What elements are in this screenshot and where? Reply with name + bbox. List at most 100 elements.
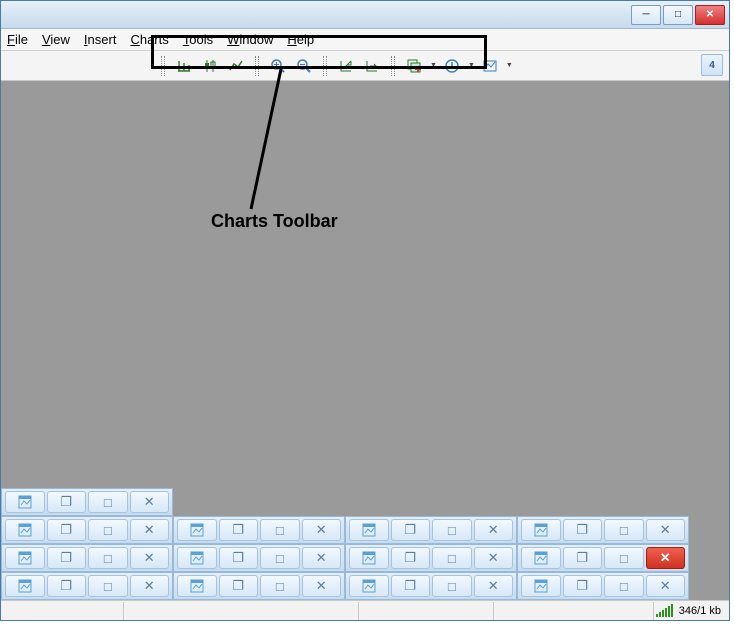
close-button[interactable]: ✕ — [302, 547, 342, 569]
maximize-button[interactable]: □ — [432, 519, 472, 541]
maximize-button[interactable]: □ — [604, 575, 644, 597]
close-button[interactable]: ✕ — [302, 575, 342, 597]
maximize-button[interactable]: □ — [260, 547, 300, 569]
navigator-badge[interactable]: 4 — [701, 54, 723, 76]
toolbar-row: ▼ ▼ ▼ 4 — [1, 51, 729, 81]
maximize-button[interactable]: □ — [260, 519, 300, 541]
close-button[interactable]: ✕ — [646, 547, 686, 569]
bar-chart-icon — [176, 58, 192, 74]
toolbar-grip[interactable] — [161, 56, 165, 76]
close-button[interactable]: ✕ — [130, 519, 170, 541]
maximize-button[interactable]: □ — [260, 575, 300, 597]
minimized-window: ❐□✕ — [173, 572, 345, 600]
window-icon[interactable] — [177, 575, 217, 597]
close-button[interactable]: ✕ — [474, 519, 514, 541]
maximize-button[interactable]: □ — [432, 547, 472, 569]
close-button[interactable]: ✕ — [302, 519, 342, 541]
workspace: ❐□✕❐□✕❐□✕❐□✕❐□✕❐□✕❐□✕❐□✕❐□✕❐□✕❐□✕❐□✕❐□✕ — [1, 81, 729, 600]
minimize-button[interactable]: ─ — [631, 5, 661, 25]
minimized-window: ❐□✕ — [1, 488, 173, 516]
chevron-down-icon[interactable]: ▼ — [506, 62, 513, 69]
maximize-button[interactable]: □ — [432, 575, 472, 597]
periodicity-button[interactable] — [441, 55, 463, 77]
minimized-window: ❐□✕ — [517, 516, 689, 544]
candlestick-button[interactable] — [199, 55, 221, 77]
close-button[interactable]: ✕ — [646, 575, 686, 597]
bar-chart-button[interactable] — [173, 55, 195, 77]
restore-button[interactable]: ❐ — [47, 575, 87, 597]
window-icon[interactable] — [5, 547, 45, 569]
templates-icon — [482, 58, 498, 74]
window-icon[interactable] — [349, 575, 389, 597]
candlestick-icon — [202, 58, 218, 74]
statusbar: 346/1 kb — [1, 600, 729, 620]
minimized-window: ❐□✕ — [345, 572, 517, 600]
close-button[interactable]: ✕ — [130, 547, 170, 569]
window-icon[interactable] — [5, 519, 45, 541]
line-chart-button[interactable] — [225, 55, 247, 77]
maximize-button[interactable]: □ — [88, 547, 128, 569]
close-button[interactable]: ✕ — [130, 575, 170, 597]
menu-tools[interactable]: Tools — [183, 32, 213, 47]
restore-button[interactable]: ❐ — [47, 547, 87, 569]
window-icon[interactable] — [521, 519, 561, 541]
restore-button[interactable]: ❐ — [563, 575, 603, 597]
chart-shift-button[interactable] — [361, 55, 383, 77]
window-icon[interactable] — [177, 547, 217, 569]
maximize-button[interactable]: □ — [88, 575, 128, 597]
zoom-out-button[interactable] — [293, 55, 315, 77]
menu-window[interactable]: Window — [227, 32, 273, 47]
close-button[interactable]: ✕ — [474, 547, 514, 569]
line-chart-icon — [228, 58, 244, 74]
minimized-windows-area: ❐□✕❐□✕❐□✕❐□✕❐□✕❐□✕❐□✕❐□✕❐□✕❐□✕❐□✕❐□✕❐□✕ — [1, 488, 729, 600]
connection-signal-icon — [656, 604, 673, 617]
titlebar: ─ □ ✕ — [1, 1, 729, 29]
menu-insert[interactable]: Insert — [84, 32, 117, 47]
restore-button[interactable]: ❐ — [563, 547, 603, 569]
restore-button[interactable]: ❐ — [391, 519, 431, 541]
maximize-button[interactable]: □ — [88, 519, 128, 541]
restore-button[interactable]: ❐ — [391, 575, 431, 597]
toolbar-grip[interactable] — [323, 56, 327, 76]
maximize-button[interactable]: □ — [663, 5, 693, 25]
window-icon[interactable] — [177, 519, 217, 541]
close-button[interactable]: ✕ — [474, 575, 514, 597]
maximize-button[interactable]: □ — [604, 547, 644, 569]
window-icon[interactable] — [521, 547, 561, 569]
close-button[interactable]: ✕ — [695, 5, 725, 25]
minimized-window: ❐□✕ — [345, 544, 517, 572]
menubar: File View Insert Charts Tools Window Hel… — [1, 29, 729, 51]
window-icon[interactable] — [349, 519, 389, 541]
indicators-button[interactable] — [403, 55, 425, 77]
auto-scroll-button[interactable] — [335, 55, 357, 77]
maximize-button[interactable]: □ — [604, 519, 644, 541]
restore-button[interactable]: ❐ — [219, 547, 259, 569]
close-button[interactable]: ✕ — [130, 491, 170, 513]
zoom-out-icon — [296, 58, 312, 74]
restore-button[interactable]: ❐ — [47, 491, 87, 513]
restore-button[interactable]: ❐ — [563, 519, 603, 541]
minimized-window: ❐□✕ — [1, 516, 173, 544]
restore-button[interactable]: ❐ — [47, 519, 87, 541]
restore-button[interactable]: ❐ — [219, 575, 259, 597]
maximize-button[interactable]: □ — [88, 491, 128, 513]
window-icon[interactable] — [5, 575, 45, 597]
toolbar-grip[interactable] — [255, 56, 259, 76]
chevron-down-icon[interactable]: ▼ — [468, 62, 475, 69]
restore-button[interactable]: ❐ — [219, 519, 259, 541]
menu-charts[interactable]: Charts — [130, 32, 168, 47]
window-icon[interactable] — [349, 547, 389, 569]
templates-button[interactable] — [479, 55, 501, 77]
window-icon[interactable] — [521, 575, 561, 597]
auto-scroll-icon — [338, 58, 354, 74]
window-icon[interactable] — [5, 491, 45, 513]
minimized-window: ❐□✕ — [1, 544, 173, 572]
chevron-down-icon[interactable]: ▼ — [430, 62, 437, 69]
close-button[interactable]: ✕ — [646, 519, 686, 541]
restore-button[interactable]: ❐ — [391, 547, 431, 569]
zoom-in-button[interactable] — [267, 55, 289, 77]
menu-view[interactable]: View — [42, 32, 70, 47]
menu-file[interactable]: File — [7, 32, 28, 47]
toolbar-grip[interactable] — [391, 56, 395, 76]
menu-help[interactable]: Help — [287, 32, 314, 47]
